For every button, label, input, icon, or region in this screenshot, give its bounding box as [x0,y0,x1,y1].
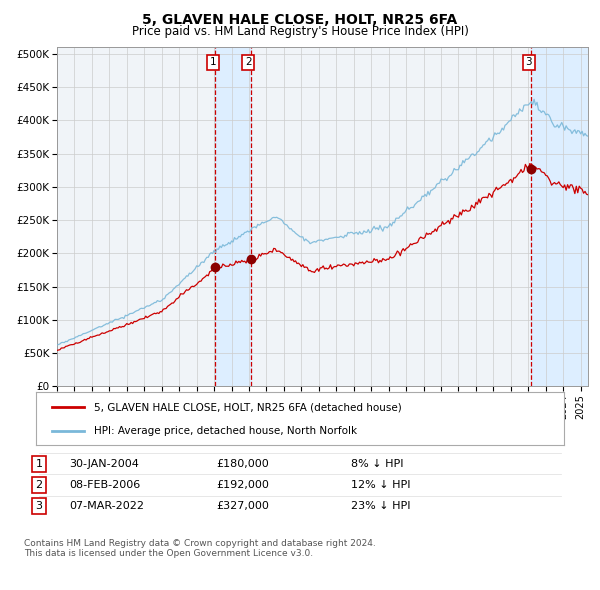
Text: 07-MAR-2022: 07-MAR-2022 [69,501,144,510]
Text: £327,000: £327,000 [216,501,269,510]
Text: £180,000: £180,000 [216,460,269,469]
Text: 8% ↓ HPI: 8% ↓ HPI [351,460,404,469]
Text: 08-FEB-2006: 08-FEB-2006 [69,480,140,490]
Text: 30-JAN-2004: 30-JAN-2004 [69,460,139,469]
Bar [215,47,251,386]
Text: 2: 2 [245,57,251,67]
Text: 23% ↓ HPI: 23% ↓ HPI [351,501,410,510]
Text: Price paid vs. HM Land Registry's House Price Index (HPI): Price paid vs. HM Land Registry's House … [131,25,469,38]
Text: 1: 1 [209,57,216,67]
Text: Contains HM Land Registry data © Crown copyright and database right 2024.: Contains HM Land Registry data © Crown c… [24,539,376,548]
Bar [532,47,588,386]
Text: 1: 1 [35,460,43,469]
Text: 5, GLAVEN HALE CLOSE, HOLT, NR25 6FA: 5, GLAVEN HALE CLOSE, HOLT, NR25 6FA [142,13,458,27]
Text: £192,000: £192,000 [216,480,269,490]
Text: HPI: Average price, detached house, North Norfolk: HPI: Average price, detached house, Nort… [94,425,357,435]
Text: 3: 3 [35,501,43,510]
Text: 12% ↓ HPI: 12% ↓ HPI [351,480,410,490]
Text: 5, GLAVEN HALE CLOSE, HOLT, NR25 6FA (detached house): 5, GLAVEN HALE CLOSE, HOLT, NR25 6FA (de… [94,402,402,412]
Text: 2: 2 [35,480,43,490]
Text: 3: 3 [526,57,532,67]
Text: This data is licensed under the Open Government Licence v3.0.: This data is licensed under the Open Gov… [24,549,313,558]
